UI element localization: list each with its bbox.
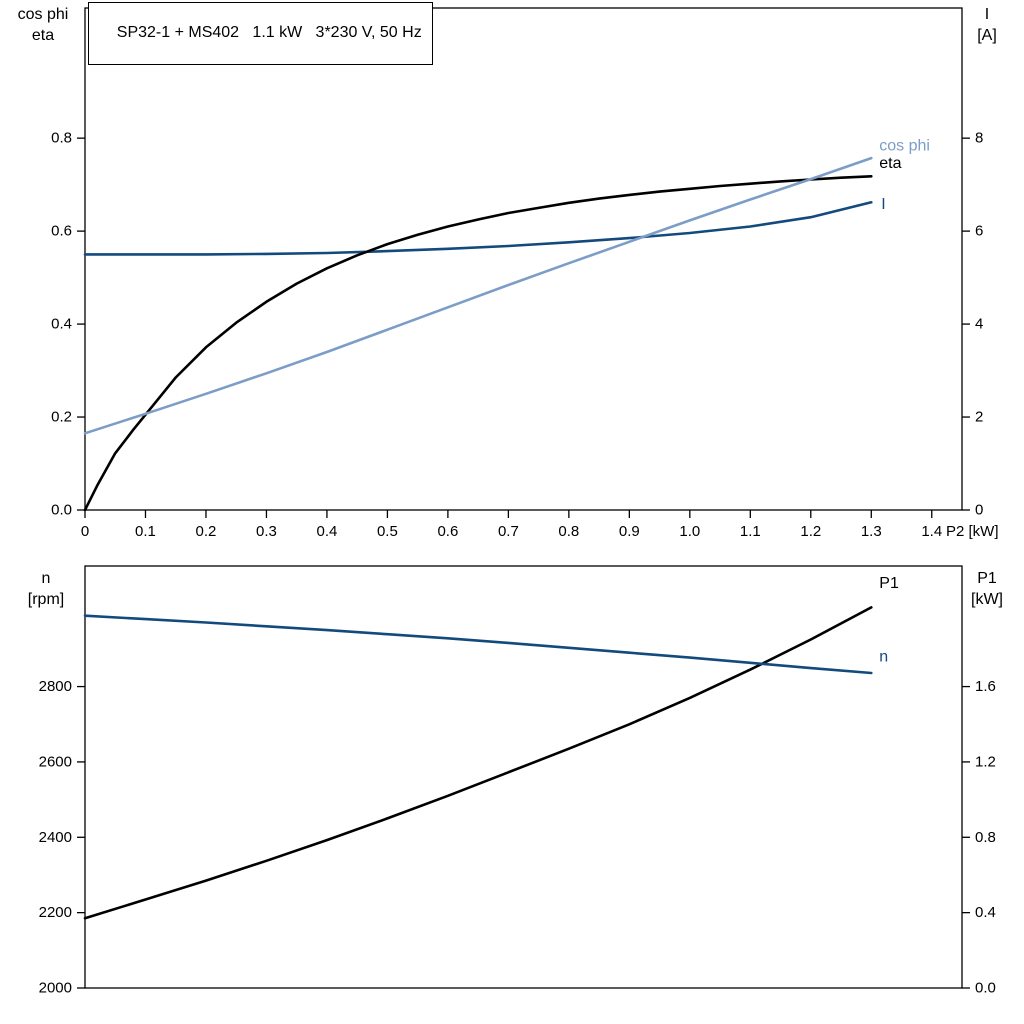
top-chart-left-axis-title: cos phi eta xyxy=(2,4,84,46)
right-axis-title-current: I xyxy=(984,6,990,23)
current-curve-label: I xyxy=(881,196,885,213)
input-power-curve xyxy=(83,606,873,920)
left-axis-tick-label: 0.6 xyxy=(51,223,72,240)
right-axis-tick-label: 2 xyxy=(975,409,983,426)
speed-curve-label: n xyxy=(879,649,888,666)
x-axis-tick-label: 0.6 xyxy=(437,523,458,540)
right-axis-tick-label: 8 xyxy=(975,130,983,147)
current-curve xyxy=(83,201,873,256)
eta-curve xyxy=(83,175,873,512)
x-axis-tick-label: 0.1 xyxy=(135,523,156,540)
motor-speed-power-chart: 2000 2200 2400 2600 2800 0.0 0.4 0.8 1.2 1.6 P1 n xyxy=(39,565,996,997)
x-axis-tick-label: 0 xyxy=(81,523,89,540)
eta-curve-label: eta xyxy=(879,155,901,172)
right-axis-tick-label: 0.8 xyxy=(975,829,996,846)
x-axis-tick-label: 0.2 xyxy=(196,523,217,540)
left-axis-tick-label: 0.2 xyxy=(51,409,72,426)
right-axis-tick-label: 0.4 xyxy=(975,904,996,921)
x-axis-tick-label: 1.0 xyxy=(679,523,700,540)
left-axis-tick-label: 0.0 xyxy=(51,502,72,519)
right-axis-tick-label: 1.6 xyxy=(975,678,996,695)
x-axis-tick-label: 1.1 xyxy=(740,523,761,540)
input-power-curve-label: P1 xyxy=(879,575,899,592)
right-axis-tick-label: 4 xyxy=(975,316,983,333)
right-axis-title-input-power: P1 xyxy=(977,570,997,587)
cos-phi-curve xyxy=(83,156,873,435)
bottom-chart-right-axis-title: P1 [kW] xyxy=(954,568,1020,610)
cos-phi-curve-label: cos phi xyxy=(879,138,930,155)
right-axis-tick-label: 6 xyxy=(975,223,983,240)
x-axis-tick-label: 0.4 xyxy=(317,523,338,540)
x-axis-tick-label: 1.4 xyxy=(921,523,942,540)
right-axis-title-current-unit: [A] xyxy=(977,27,997,44)
x-axis-tick-label: 0.3 xyxy=(256,523,277,540)
chart-title-box: SP32-1 + MS402 1.1 kW 3*230 V, 50 Hz xyxy=(88,2,433,65)
left-axis-title-eta: eta xyxy=(31,27,55,44)
x-axis-tick-label: 0.5 xyxy=(377,523,398,540)
left-axis-title-cos-phi: cos phi xyxy=(17,6,69,23)
right-axis-tick-label: 0 xyxy=(975,502,983,519)
left-axis-tick-label: 2800 xyxy=(39,678,72,695)
x-axis-tick-label: 1.2 xyxy=(800,523,821,540)
left-axis-tick-label: 0.8 xyxy=(51,130,72,147)
x-axis-tick-label: 0.7 xyxy=(498,523,519,540)
right-axis-tick-label: 0.0 xyxy=(975,980,996,997)
x-axis-title: P2 [kW] xyxy=(946,523,999,540)
x-axis-tick-label: 0.9 xyxy=(619,523,640,540)
top-chart-right-axis-title: I [A] xyxy=(956,4,1018,46)
left-axis-tick-label: 2200 xyxy=(39,904,72,921)
motor-electrical-chart: 0.0 0.2 0.4 0.6 0.8 0 2 4 6 8 0 0.1 0.2 0.3 0.4 0.5 0.6 0… xyxy=(51,7,999,540)
left-axis-title-speed-unit: [rpm] xyxy=(27,591,65,608)
left-axis-title-speed: n xyxy=(41,570,51,587)
right-axis-tick-label: 1.2 xyxy=(975,753,996,770)
x-axis-tick-label: 0.8 xyxy=(558,523,579,540)
chart-title: SP32-1 + MS402 1.1 kW 3*230 V, 50 Hz xyxy=(116,24,422,41)
left-axis-tick-label: 2400 xyxy=(39,829,72,846)
left-axis-tick-label: 2000 xyxy=(39,980,72,997)
left-axis-tick-label: 0.4 xyxy=(51,316,72,333)
plot-frame xyxy=(84,565,963,989)
x-axis-tick-label: 1.3 xyxy=(861,523,882,540)
plot-frame xyxy=(84,7,963,511)
right-axis-title-input-power-unit: [kW] xyxy=(971,591,1003,608)
bottom-chart-left-axis-title: n [rpm] xyxy=(8,568,84,610)
left-axis-tick-label: 2600 xyxy=(39,753,72,770)
speed-curve xyxy=(83,614,873,675)
